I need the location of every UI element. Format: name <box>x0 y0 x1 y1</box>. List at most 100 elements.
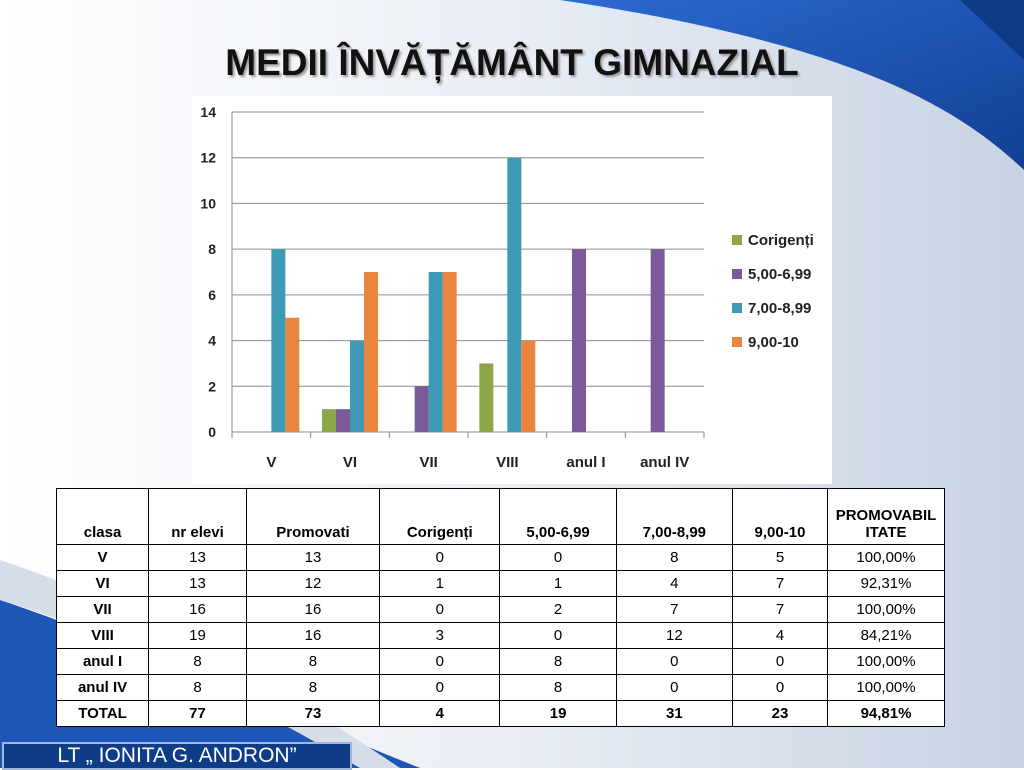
bar-9-00-10 <box>521 340 536 432</box>
table-cell: 100,00% <box>827 544 945 571</box>
table-cell: 0 <box>731 648 829 675</box>
table-cell: 2 <box>499 596 617 623</box>
table-cell: 0 <box>379 674 501 701</box>
y-tick-label: 14 <box>200 104 216 120</box>
table-cell: 13 <box>148 570 247 597</box>
table-header-cell: PROMOVABIL ITATE <box>827 488 945 545</box>
bar-7-00-8-99 <box>507 157 522 432</box>
y-tick-label: 12 <box>200 150 216 166</box>
table-cell: 4 <box>615 570 733 597</box>
table-cell: 94,81% <box>827 700 945 727</box>
table-cell: 8 <box>499 674 617 701</box>
table-cell: 0 <box>379 648 501 675</box>
table-cell: 13 <box>148 544 247 571</box>
table-row: V 13 13 0 0 8 5 100,00% <box>55 544 945 571</box>
table-row-label: anul IV <box>55 674 150 701</box>
bar-7-00-8-99 <box>428 272 443 432</box>
school-footer: LT „ IONITA G. ANDRON” <box>2 742 352 770</box>
table-cell: 0 <box>499 544 617 571</box>
legend-swatch <box>732 269 742 279</box>
bar-5-00-6-99 <box>414 386 429 432</box>
y-tick-label: 4 <box>208 333 216 349</box>
table-cell: 84,21% <box>827 622 945 649</box>
x-category-label: VII <box>419 454 437 471</box>
table-header-cell: nr elevi <box>148 488 247 545</box>
y-tick-label: 10 <box>200 195 216 211</box>
table-row-label: VI <box>55 570 150 597</box>
y-tick-label: 6 <box>208 287 216 303</box>
table-row: VIII 19 16 3 0 12 4 84,21% <box>55 622 945 649</box>
legend-swatch <box>732 303 742 313</box>
table-header-cell: clasa <box>55 488 150 545</box>
table-cell: 0 <box>379 596 501 623</box>
table-row-label: VIII <box>55 622 150 649</box>
table-cell: 5 <box>731 544 829 571</box>
bar-5-00-6-99 <box>336 409 350 432</box>
x-category-label: VI <box>343 454 357 471</box>
table-cell: 7 <box>731 570 829 597</box>
legend-label: 9,00-10 <box>748 334 799 351</box>
bar-chart: 0 2 4 6 8 10 12 14 V VI VII VIII anul I anul IV Corige… <box>200 104 814 471</box>
table-cell: 12 <box>615 622 733 649</box>
table-cell: 31 <box>615 700 733 727</box>
table-cell: 13 <box>245 544 381 571</box>
bar-9-00-10 <box>442 272 457 432</box>
table-header-row: clasa nr elevi Promovati Corigenți 5,00-6,99… <box>55 488 945 545</box>
table-row-label: V <box>55 544 150 571</box>
table-cell: 23 <box>731 700 829 727</box>
legend-label: Corigenți <box>748 232 814 249</box>
bar-7-00-8-99 <box>350 340 364 432</box>
x-category-label: anul I <box>566 454 605 471</box>
x-category-label: V <box>266 454 276 471</box>
table-total-row: TOTAL 77 73 4 19 31 23 94,81% <box>55 700 945 727</box>
legend-label: 5,00-6,99 <box>748 266 811 283</box>
x-category-label: VIII <box>496 454 519 471</box>
table-cell: 77 <box>148 700 247 727</box>
table-cell: 8 <box>148 648 247 675</box>
table-row: anul I 8 8 0 8 0 0 100,00% <box>55 648 945 675</box>
table-row-label: VII <box>55 596 150 623</box>
bar-7-00-8-99 <box>271 249 286 432</box>
table-cell: 4 <box>731 622 829 649</box>
table-cell: 8 <box>245 648 381 675</box>
y-tick-label: 0 <box>208 424 216 440</box>
table-cell: 100,00% <box>827 596 945 623</box>
x-category-label: anul IV <box>640 454 689 471</box>
table-cell: 7 <box>615 596 733 623</box>
table-cell: 0 <box>379 544 501 571</box>
bar-5-00-6-99 <box>650 249 665 432</box>
bar-9-00-10 <box>285 317 300 432</box>
table-row-label: anul I <box>55 648 150 675</box>
y-tick-label: 2 <box>208 378 216 394</box>
table-cell: 8 <box>499 648 617 675</box>
table-cell: 100,00% <box>827 674 945 701</box>
legend-label: 7,00-8,99 <box>748 300 811 317</box>
table-cell: 4 <box>379 700 501 727</box>
table-cell: 0 <box>615 674 733 701</box>
table-cell: 19 <box>499 700 617 727</box>
table-cell: 16 <box>148 596 247 623</box>
table-row: anul IV 8 8 0 8 0 0 100,00% <box>55 674 945 701</box>
table-cell: 0 <box>615 648 733 675</box>
table-cell: 16 <box>245 596 381 623</box>
table-cell: 0 <box>731 674 829 701</box>
table-cell: 100,00% <box>827 648 945 675</box>
y-tick-label: 8 <box>208 241 216 257</box>
bar-corigen-i <box>479 363 494 432</box>
table-cell: 7 <box>731 596 829 623</box>
table-cell: 8 <box>615 544 733 571</box>
table-cell: 8 <box>245 674 381 701</box>
table-cell: 12 <box>245 570 381 597</box>
table-cell: 16 <box>245 622 381 649</box>
table-cell: 0 <box>499 622 617 649</box>
bar-5-00-6-99 <box>572 249 586 432</box>
table-cell: 1 <box>379 570 501 597</box>
results-table: clasa nr elevi Promovati Corigenți 5,00-6,99… <box>55 488 945 727</box>
table-cell: 73 <box>245 700 381 727</box>
table-header-cell: 5,00-6,99 <box>499 488 617 545</box>
table-header-cell: Corigenți <box>379 488 501 545</box>
legend-swatch <box>732 235 742 245</box>
table-header-cell: Promovati <box>245 488 381 545</box>
table-cell: 8 <box>148 674 247 701</box>
table-row-label: TOTAL <box>55 700 150 727</box>
